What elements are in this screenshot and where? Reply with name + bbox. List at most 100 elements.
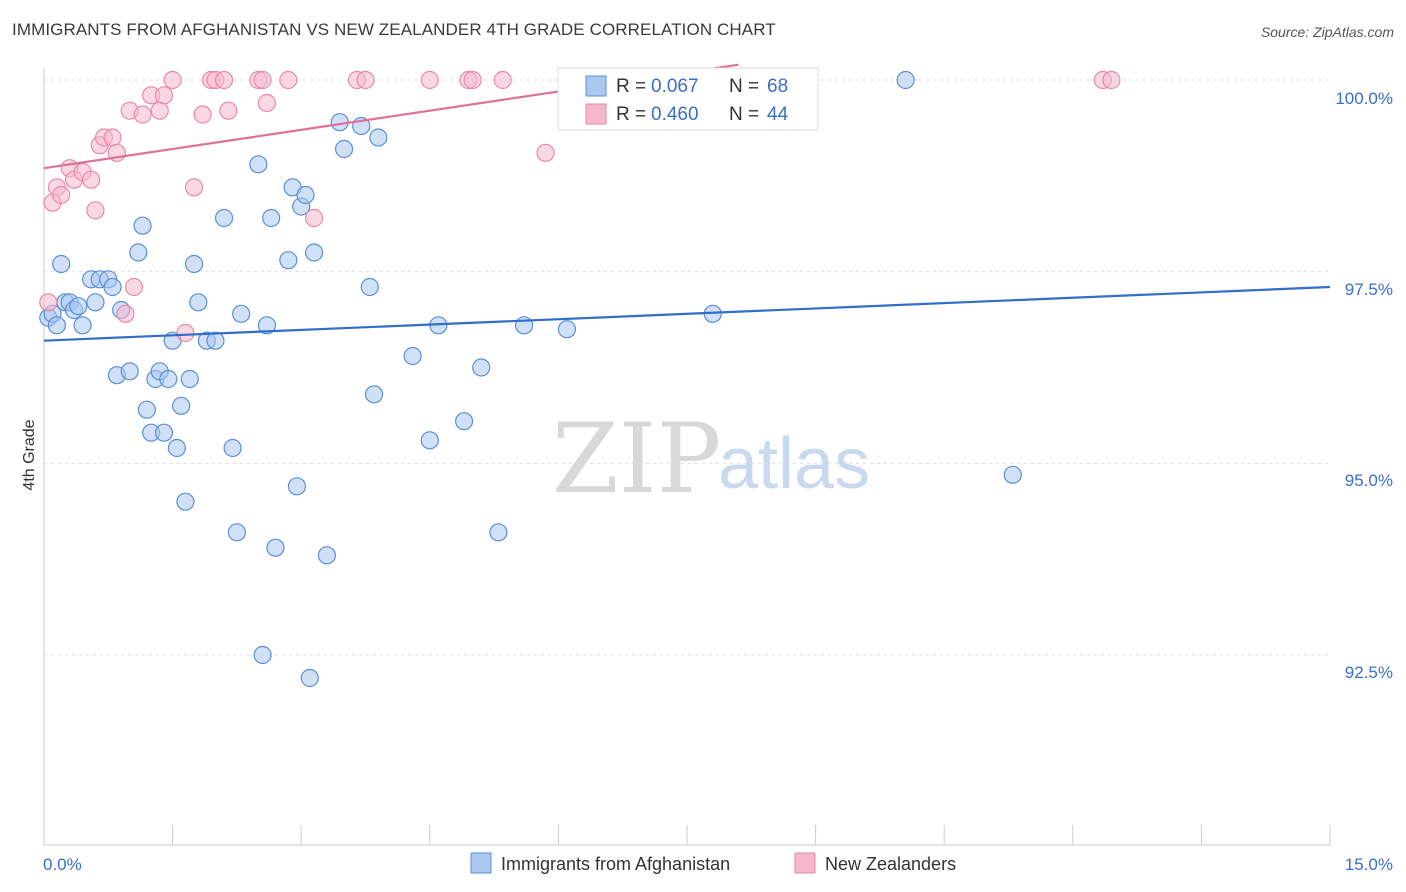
afghanistan-point-27: [184, 254, 204, 274]
afghanistan-point-2: [52, 254, 71, 274]
afghanistan-point-26: [180, 369, 199, 389]
new-zealanders-point-23: [193, 105, 212, 124]
afghanistan-point-62: [253, 645, 272, 665]
afghanistan-point-15: [129, 243, 148, 262]
afghanistan-point-32: [227, 523, 246, 542]
x-tick-label-min: 0.0%: [43, 855, 82, 874]
new-zealanders-point-39: [536, 143, 555, 162]
axes: [43, 68, 1331, 846]
legend-swatch-new-zealanders: [794, 852, 816, 874]
watermark-zip: ZIP: [552, 403, 721, 515]
afghanistan-point-52: [420, 431, 439, 450]
afghanistan-point-54: [454, 412, 474, 431]
afghanistan-point-48: [360, 277, 379, 297]
afghanistan-point-40: [287, 477, 307, 496]
afghanistan-point-35: [257, 316, 277, 335]
new-zealanders-point-16: [133, 105, 152, 124]
new-zealanders-point-32: [304, 208, 324, 228]
new-zealanders-point-8: [86, 201, 105, 220]
new-zealanders-point-20: [163, 70, 182, 90]
afghanistan-point-50: [369, 128, 388, 147]
legend-swatch-pink: [585, 103, 607, 125]
legend-r-label-pink: R =: [616, 104, 646, 125]
correlation-legend: R = 0.067 N = 68 R = 0.460 N = 44: [557, 67, 819, 131]
new-zealanders-point-35: [420, 70, 439, 90]
watermark-atlas: atlas: [718, 424, 870, 504]
new-zealanders-point-29: [253, 70, 272, 90]
afghanistan-point-42: [296, 185, 315, 205]
new-zealanders-point-38: [493, 70, 512, 90]
y-tick-label-100: 100.0%: [1335, 89, 1393, 108]
new-zealanders-point-22: [184, 178, 204, 197]
afghanistan-point-63: [300, 668, 319, 688]
afghanistan-point-36: [262, 208, 281, 228]
y-tick-label-95: 95.0%: [1345, 471, 1393, 490]
new-zealanders-point-3: [52, 185, 71, 205]
afghanistan-point-61: [1003, 465, 1022, 484]
chart-title: IMMIGRANTS FROM AFGHANISTAN VS NEW ZEALA…: [12, 20, 776, 39]
new-zealanders-point-27: [219, 101, 238, 120]
y-tick-label-92-5: 92.5%: [1345, 663, 1393, 682]
afghanistan-point-16: [133, 216, 152, 235]
legend-n-value-pink: 44: [767, 104, 789, 125]
afghanistan-point-64: [47, 316, 66, 335]
afghanistan-point-31: [223, 438, 242, 458]
afghanistan-point-21: [154, 423, 174, 442]
new-zealanders-point-37: [463, 70, 482, 90]
new-zealanders-point-0: [39, 293, 58, 312]
legend-label-new-zealanders: New Zealanders: [825, 854, 956, 874]
afghanistan-point-44: [317, 546, 337, 565]
new-zealanders-point-30: [257, 93, 277, 113]
afghanistan-point-28: [189, 293, 208, 312]
afghanistan-point-33: [232, 304, 251, 323]
legend-label-afghanistan: Immigrants from Afghanistan: [501, 854, 730, 874]
new-zealanders-point-34: [356, 70, 375, 90]
afghanistan-point-8: [86, 293, 105, 312]
legend-r-value-pink: 0.460: [651, 104, 699, 125]
new-zealanders-point-7: [82, 170, 101, 189]
afghanistan-point-30: [214, 208, 234, 228]
afghanistan-point-67: [206, 331, 225, 350]
legend-n-value-blue: 68: [767, 76, 788, 97]
series-afghanistan-points: [39, 70, 1022, 688]
afghanistan-point-6: [73, 316, 92, 335]
new-zealanders-point-26: [214, 70, 234, 90]
afghanistan-point-25: [176, 492, 195, 511]
series-legend: Immigrants from Afghanistan New Zealande…: [470, 852, 956, 874]
legend-r-label-blue: R =: [616, 76, 646, 97]
trend-line-afghanistan: [43, 285, 1331, 342]
afghanistan-point-56: [489, 523, 508, 542]
legend-swatch-afghanistan: [470, 852, 492, 874]
afghanistan-point-11: [103, 277, 122, 297]
new-zealanders-point-13: [116, 304, 135, 323]
afghanistan-point-38: [279, 251, 298, 270]
y-tick-label-97-5: 97.5%: [1345, 280, 1393, 299]
afghanistan-point-66: [69, 297, 88, 316]
new-zealanders-point-43: [1102, 70, 1121, 90]
afghanistan-point-17: [137, 400, 156, 419]
new-zealanders-point-18: [150, 101, 169, 120]
new-zealanders-point-11: [103, 128, 122, 147]
new-zealanders-point-21: [176, 323, 195, 343]
afghanistan-point-49: [364, 385, 384, 404]
afghanistan-point-14: [120, 362, 139, 381]
afghanistan-point-55: [472, 358, 491, 377]
afghanistan-point-34: [249, 155, 268, 174]
grid-lines: [44, 79, 1330, 656]
chart-source: Source: ZipAtlas.com: [1260, 24, 1394, 40]
afghanistan-point-24: [172, 396, 191, 415]
afghanistan-point-60: [896, 70, 915, 90]
afghanistan-point-23: [167, 438, 186, 458]
series-new-zealanders-points: [39, 70, 1121, 343]
afghanistan-point-58: [557, 320, 577, 339]
afghanistan-point-43: [304, 243, 324, 262]
x-tick-label-max: 15.0%: [1345, 855, 1393, 874]
new-zealanders-point-31: [279, 70, 298, 90]
legend-swatch-blue: [585, 75, 607, 97]
new-zealanders-point-19: [154, 86, 174, 105]
afghanistan-point-65: [159, 369, 178, 389]
afghanistan-point-46: [334, 139, 354, 159]
y-axis-title: 4th Grade: [21, 419, 38, 490]
afghanistan-point-51: [403, 346, 422, 366]
